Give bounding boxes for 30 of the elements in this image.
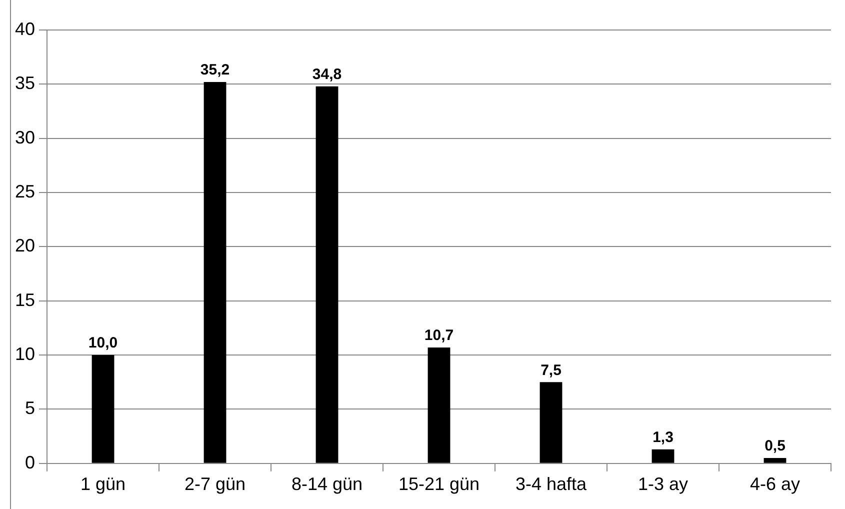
y-tick-label: 5 [25,398,36,418]
data-label: 10,0 [88,334,118,352]
x-tick-label: 1-3 ay [638,474,688,494]
bar [652,449,674,463]
bar [540,382,562,463]
bar [428,347,450,463]
y-tick-label: 20 [14,236,36,256]
bar [204,82,226,463]
y-tick-label: 0 [25,452,36,472]
data-label: 34,8 [312,66,342,83]
data-label: 10,7 [424,327,454,344]
y-tick-label: 25 [14,181,36,202]
data-label: 35,2 [200,62,230,79]
data-label: 1,3 [652,428,674,446]
y-tick-label: 30 [14,127,36,148]
bar [316,86,338,463]
x-tick-label: 1 gün [80,474,126,494]
data-label: 0,5 [764,438,786,455]
y-tick-label: 10 [14,344,36,364]
bar [764,458,786,463]
y-tick-label: 35 [14,73,36,94]
x-tick-label: 8-14 gün [291,474,363,494]
bar [92,355,114,463]
x-tick-label: 4-6 ay [750,474,800,494]
x-tick-label: 2-7 gün [184,474,246,494]
x-tick-label: 15-21 gün [398,474,480,494]
y-tick-label: 15 [14,290,36,310]
x-tick-label: 3-4 hafta [515,474,588,494]
y-tick-label: 40 [14,18,36,39]
data-label: 7,5 [540,362,562,379]
